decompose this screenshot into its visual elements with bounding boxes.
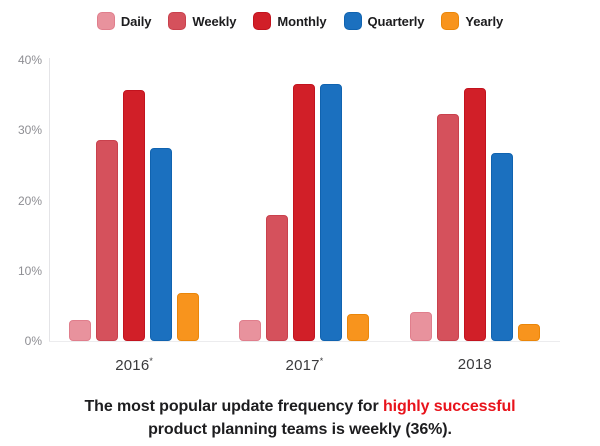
bar-daily-2016 <box>69 319 92 341</box>
legend-item-weekly[interactable]: Weekly <box>168 12 236 30</box>
bar-monthly-2017 <box>293 83 316 341</box>
bar-group-2018 <box>409 60 540 341</box>
caption-line-1: The most popular update frequency for hi… <box>0 395 600 418</box>
y-tick-label: 30% <box>17 123 42 138</box>
legend-label: Daily <box>120 13 152 29</box>
legend-swatch-yearly <box>441 12 460 30</box>
x-axis-labels: 2016* 2017* 2018 <box>49 356 560 374</box>
caption-text: The most popular update frequency for <box>84 398 383 415</box>
bar-yearly-2018 <box>517 324 540 341</box>
legend-swatch-monthly <box>253 12 272 30</box>
bar-daily-2017 <box>239 319 262 341</box>
bar-group-2016 <box>69 60 200 341</box>
footnote-marker: * <box>319 356 324 366</box>
y-tick-label: 20% <box>17 193 42 208</box>
footnote-marker: * <box>149 356 154 366</box>
legend-label: Weekly <box>192 13 237 29</box>
legend-swatch-daily <box>96 12 115 30</box>
x-axis-baseline <box>49 341 560 342</box>
bar-quarterly-2017 <box>320 83 343 341</box>
caption-highlight: highly successful <box>382 398 516 415</box>
y-axis-line <box>49 58 50 341</box>
bar-weekly-2018 <box>436 114 459 341</box>
legend-label: Monthly <box>277 13 327 29</box>
legend-swatch-weekly <box>168 12 187 30</box>
x-label-2017: 2017* <box>285 356 324 374</box>
bar-group-2017 <box>239 60 370 341</box>
bar-monthly-2018 <box>463 88 486 341</box>
legend-item-yearly[interactable]: Yearly <box>441 12 503 30</box>
bar-weekly-2017 <box>266 214 289 341</box>
y-axis-tick-labels: 0% 10% 20% 30% 40% <box>0 53 42 348</box>
x-label-2018: 2018 <box>457 356 492 373</box>
bar-monthly-2016 <box>123 90 146 341</box>
chart-caption: The most popular update frequency for hi… <box>0 395 600 441</box>
x-label-2016: 2016* <box>115 356 154 374</box>
legend-item-monthly[interactable]: Monthly <box>253 12 327 30</box>
legend-swatch-quarterly <box>343 12 362 30</box>
y-tick-label: 40% <box>17 53 42 67</box>
bar-weekly-2016 <box>96 140 119 341</box>
bar-daily-2018 <box>409 311 432 341</box>
bar-yearly-2016 <box>177 292 200 341</box>
y-tick-label: 10% <box>17 263 42 278</box>
legend-item-daily[interactable]: Daily <box>96 12 152 30</box>
y-tick-label: 0% <box>24 334 42 348</box>
legend-label: Yearly <box>465 13 504 29</box>
caption-line-2: product planning teams is weekly (36%). <box>148 421 452 438</box>
chart-legend: Daily Weekly Monthly Quarterly Yearly <box>0 12 600 30</box>
plot-area <box>49 60 560 341</box>
legend-label: Quarterly <box>367 13 425 29</box>
bar-yearly-2017 <box>347 313 370 341</box>
bar-quarterly-2018 <box>490 153 513 341</box>
bar-quarterly-2016 <box>150 147 173 341</box>
legend-item-quarterly[interactable]: Quarterly <box>343 12 425 30</box>
